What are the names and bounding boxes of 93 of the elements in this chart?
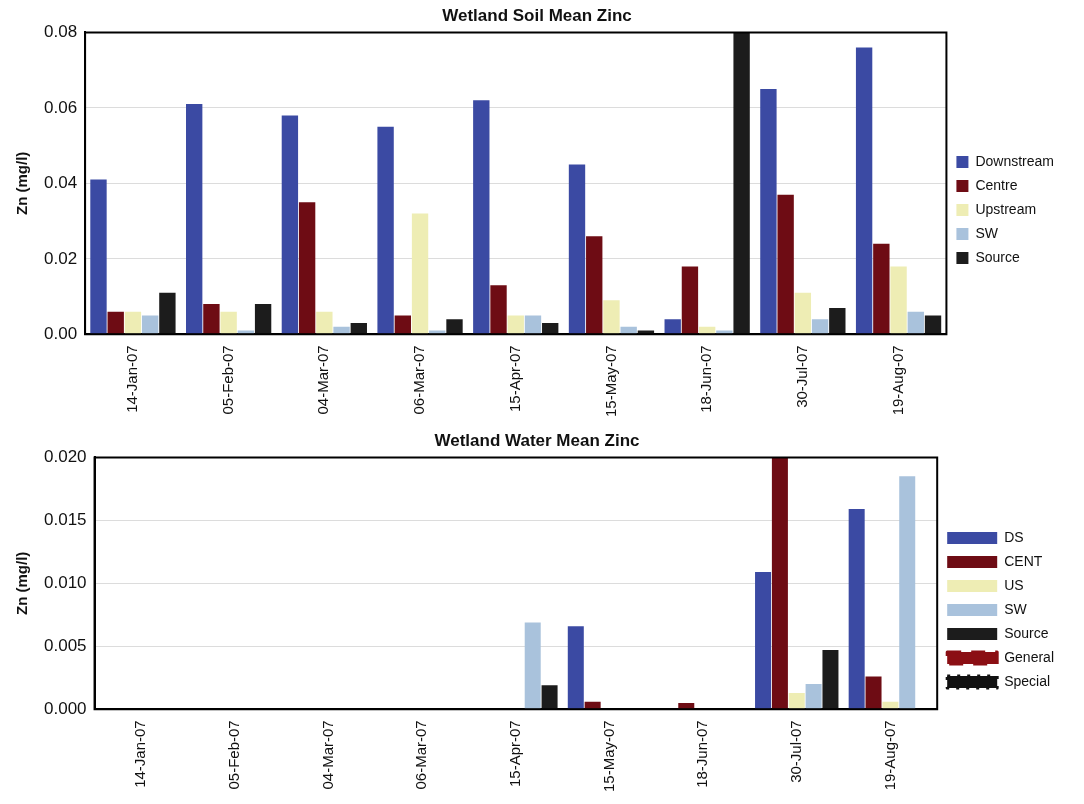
bar xyxy=(873,243,890,334)
bar xyxy=(507,315,524,334)
x-tick-label: 30-Jul-07 xyxy=(793,345,811,408)
legend-label: General xyxy=(1004,648,1055,665)
bar xyxy=(350,322,367,334)
bar xyxy=(567,626,584,709)
x-tick-label: 06-Mar-07 xyxy=(412,720,430,790)
bar xyxy=(159,292,176,334)
bar xyxy=(811,319,829,334)
x-tick-label: 06-Mar-07 xyxy=(410,345,428,415)
x-tick-label: 05-Feb-07 xyxy=(218,345,236,415)
bar xyxy=(755,572,772,709)
bar xyxy=(394,315,412,334)
bar xyxy=(90,179,107,334)
bar xyxy=(124,311,142,334)
y-tick-label: 0.04 xyxy=(43,173,78,193)
y-tick-label: 0.005 xyxy=(43,636,87,656)
bar xyxy=(186,104,203,334)
bar xyxy=(541,685,558,709)
x-tick-label: 15-Apr-07 xyxy=(505,345,523,413)
x-tick-label: 19-Aug-07 xyxy=(888,345,906,416)
bar xyxy=(377,126,394,334)
bar xyxy=(524,622,541,709)
y-tick-label: 0.020 xyxy=(43,447,87,467)
bar xyxy=(107,311,124,334)
bar xyxy=(664,319,681,334)
bar xyxy=(141,315,159,334)
x-tick-label: 15-Apr-07 xyxy=(506,720,524,788)
y-tick-label: 0.010 xyxy=(43,573,87,593)
legend-label: Source xyxy=(1004,624,1049,641)
bar xyxy=(907,311,924,334)
bar xyxy=(542,322,559,334)
bar xyxy=(733,32,750,334)
x-tick-label: 04-Mar-07 xyxy=(318,720,336,790)
bar xyxy=(490,285,507,334)
legend-label: SW xyxy=(1004,600,1028,617)
legend-label: CENT xyxy=(1004,552,1043,569)
bar xyxy=(446,319,463,334)
bar xyxy=(681,266,699,334)
legend-label: Downstream xyxy=(975,152,1055,169)
y-tick-label: 0.015 xyxy=(43,510,87,530)
x-tick-label: 18-Jun-07 xyxy=(693,720,711,788)
y-axis-title: Zn (mg/l) xyxy=(13,151,31,216)
bar xyxy=(771,457,788,709)
bar xyxy=(568,164,586,334)
legend-label: Source xyxy=(975,248,1020,265)
bar xyxy=(805,684,822,709)
x-tick-label: 04-Mar-07 xyxy=(314,345,332,415)
bar xyxy=(794,292,812,334)
bar xyxy=(254,304,272,334)
x-tick-label: 14-Jan-07 xyxy=(123,345,141,413)
bar xyxy=(203,304,220,334)
y-tick-label: 0.08 xyxy=(43,22,78,42)
y-axis-title: Zn (mg/l) xyxy=(13,551,31,616)
bar xyxy=(829,307,846,334)
y-tick-label: 0.000 xyxy=(43,698,87,718)
chart-title: Wetland Soil Mean Zinc xyxy=(442,5,632,25)
x-tick-label: 19-Aug-07 xyxy=(880,720,898,791)
bar xyxy=(899,476,916,709)
bar xyxy=(473,100,490,334)
y-tick-label: 0.02 xyxy=(43,248,78,268)
bar xyxy=(788,692,805,709)
x-tick-label: 14-Jan-07 xyxy=(131,720,149,788)
y-tick-label: 0.00 xyxy=(43,323,78,343)
legend-label: DS xyxy=(1004,528,1024,545)
bar xyxy=(865,676,882,709)
bar xyxy=(411,213,429,334)
legend-label: Centre xyxy=(975,176,1018,193)
x-tick-label: 30-Jul-07 xyxy=(786,720,804,783)
legend-label: US xyxy=(1004,576,1024,593)
bar xyxy=(316,311,333,334)
legend-label: Special xyxy=(1004,672,1051,689)
bar xyxy=(524,315,542,334)
bar xyxy=(822,650,839,709)
x-tick-label: 05-Feb-07 xyxy=(225,720,243,790)
x-tick-label: 18-Jun-07 xyxy=(697,345,715,413)
bar xyxy=(586,236,603,334)
bar xyxy=(855,47,873,334)
bar xyxy=(298,202,316,334)
bar xyxy=(220,311,237,334)
y-tick-label: 0.06 xyxy=(43,97,78,117)
bar xyxy=(924,315,942,334)
x-tick-label: 15-May-07 xyxy=(601,345,619,418)
legend-label: Upstream xyxy=(975,200,1037,217)
bar xyxy=(281,115,299,334)
bar xyxy=(848,509,865,709)
bar xyxy=(777,194,794,334)
bar xyxy=(760,89,777,334)
x-tick-label: 15-May-07 xyxy=(599,720,617,793)
bar xyxy=(603,300,620,334)
bar xyxy=(890,266,907,334)
chart-title: Wetland Water Mean Zinc xyxy=(434,430,640,450)
legend-label: SW xyxy=(975,224,999,241)
